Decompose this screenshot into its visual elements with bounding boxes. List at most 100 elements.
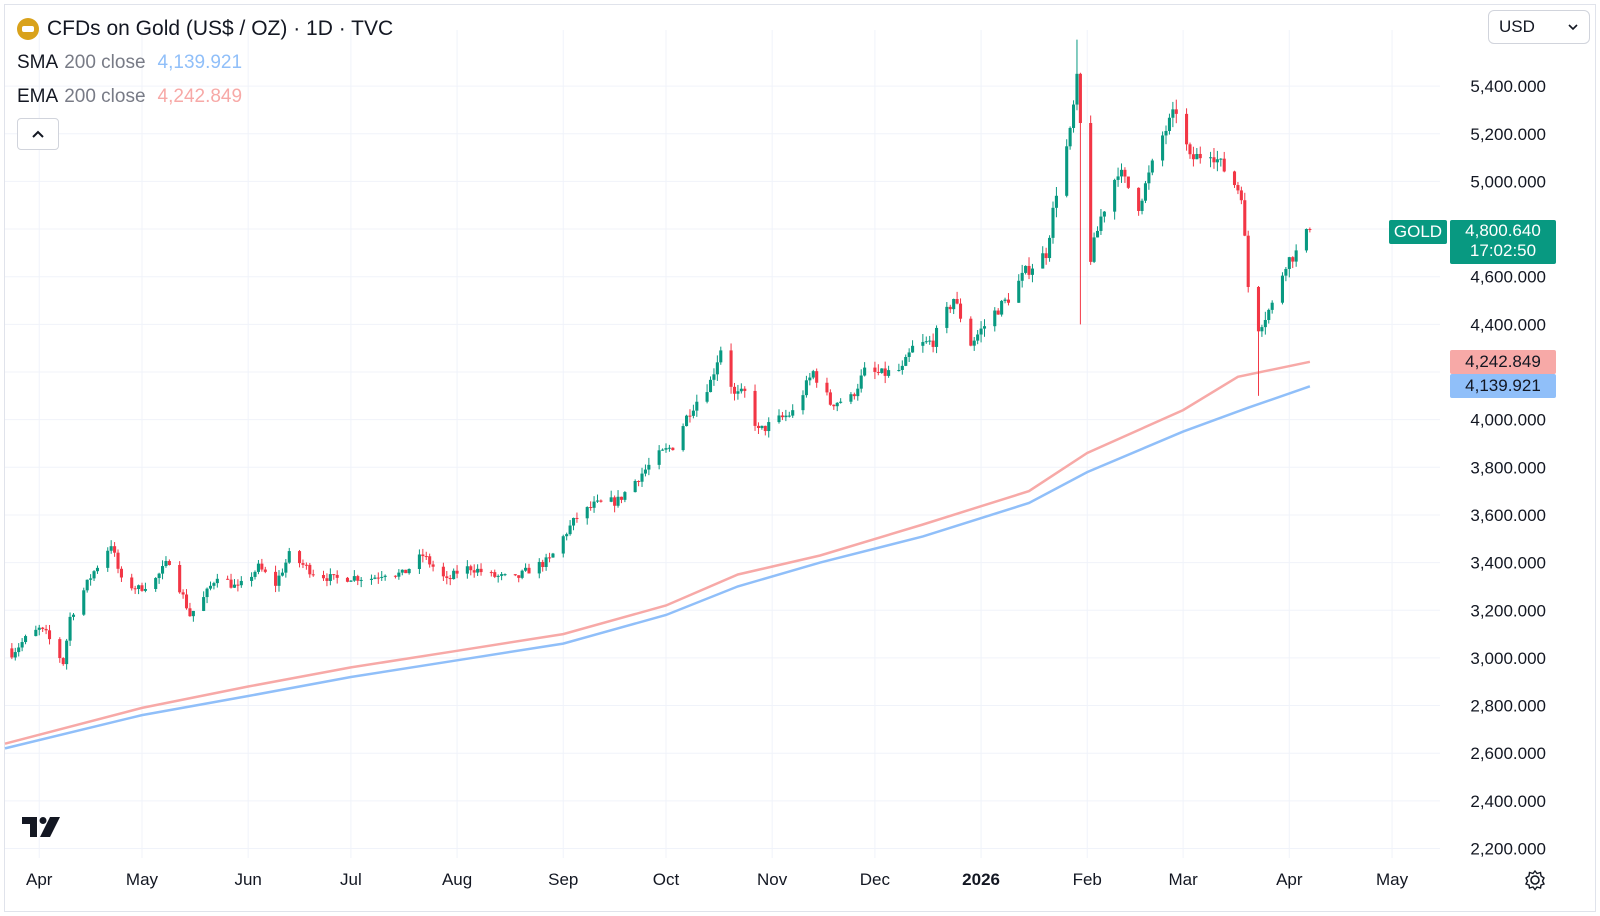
candle-body — [1219, 158, 1223, 160]
time-tick-label: Aug — [442, 870, 472, 889]
candle-body — [1140, 200, 1144, 211]
candle-body — [503, 574, 507, 576]
sma-value: 4,139.921 — [157, 52, 243, 73]
gold-coin-icon — [17, 18, 39, 40]
candle-body — [1243, 200, 1247, 236]
time-tick-label: Dec — [860, 870, 891, 889]
candle-body — [637, 481, 641, 483]
price-tick-label: 2,600.000 — [1470, 744, 1546, 763]
candle-body — [808, 377, 812, 381]
candle-body — [24, 636, 28, 643]
candles — [10, 39, 1312, 670]
sma-line — [4, 385, 1311, 750]
collapse-legend-button[interactable] — [17, 118, 59, 150]
candle-body — [955, 299, 959, 304]
candle-body — [1065, 146, 1069, 196]
candle-body — [393, 575, 397, 577]
candle-body — [825, 382, 829, 393]
candle-body — [791, 410, 795, 416]
candle-body — [95, 567, 100, 572]
candle-body — [191, 610, 195, 617]
candle-body — [496, 575, 500, 577]
candle-body — [640, 473, 644, 482]
candle-body — [68, 616, 72, 641]
candle-body — [113, 546, 117, 553]
candle-body — [1308, 228, 1312, 230]
candle-body — [445, 576, 449, 579]
price-tick-label: 3,200.000 — [1470, 601, 1546, 620]
candle-body — [297, 551, 302, 564]
candle-body — [599, 500, 603, 502]
candle-body — [250, 576, 254, 581]
candle-body — [1116, 176, 1120, 180]
time-tick-label: Nov — [757, 870, 788, 889]
sma-price-label: 4,139.921 — [1450, 374, 1556, 399]
price-axis[interactable]: 2,200.000 2,400.000 2,600.000 2,800.000 3,00… — [1470, 77, 1546, 858]
candle-body — [1051, 207, 1055, 238]
candle-body — [157, 573, 161, 579]
candle-body — [887, 370, 891, 376]
candle-body — [328, 574, 332, 581]
candle-body — [431, 564, 435, 567]
sma-legend-row[interactable]: SMA 200 close 4,139.921 — [17, 46, 393, 80]
candle-body — [253, 571, 257, 577]
candle-body — [65, 640, 69, 665]
candle-body — [232, 584, 237, 588]
candle-body — [876, 371, 880, 373]
time-tick-label: Feb — [1073, 870, 1102, 889]
candle-body — [424, 556, 428, 558]
candle-body — [441, 566, 445, 577]
candle-body — [1294, 250, 1298, 262]
ema-value: 4,242.849 — [157, 86, 243, 107]
symbol-title-row[interactable]: CFDs on Gold (US$ / OZ) · 1D · TVC — [17, 12, 393, 46]
candle-body — [137, 585, 141, 589]
candle-body — [657, 450, 661, 465]
candle-body — [852, 394, 856, 397]
candle-body — [1000, 300, 1004, 315]
candle-body — [133, 588, 137, 590]
candle-body — [1099, 216, 1103, 231]
candle-body — [1287, 257, 1291, 269]
tradingview-logo-icon[interactable] — [20, 815, 66, 844]
candle-body — [835, 402, 839, 407]
candle-body — [417, 554, 421, 569]
candle-body — [619, 496, 624, 500]
candle-body — [1072, 104, 1076, 128]
candle-body — [1003, 299, 1007, 301]
candle-body — [143, 588, 147, 591]
candle-body — [1113, 179, 1117, 212]
candle-body — [208, 585, 213, 589]
candle-body — [184, 594, 189, 609]
candle-body — [585, 507, 589, 519]
candle-body — [89, 578, 93, 580]
candle-body — [304, 564, 308, 566]
candle-body — [736, 391, 740, 394]
candle-body — [780, 415, 784, 418]
candle-body — [972, 340, 976, 346]
candle-body — [287, 551, 291, 563]
candle-body — [787, 415, 791, 417]
candle-body — [1089, 123, 1093, 262]
candle-body — [996, 310, 1000, 315]
candle-body — [575, 517, 579, 519]
candle-body — [260, 563, 264, 570]
candle-body — [61, 658, 65, 665]
ema-legend-row[interactable]: EMA 200 close 4,242.849 — [17, 80, 393, 114]
candle-body — [801, 395, 805, 411]
candle-body — [455, 570, 459, 574]
symbol-price-tag: GOLD — [1389, 220, 1447, 244]
candle-body — [565, 534, 569, 537]
candle-body — [832, 404, 836, 407]
candle-body — [1212, 157, 1216, 163]
candle-body — [335, 574, 339, 578]
currency-select[interactable]: USD — [1488, 10, 1590, 44]
symbol-title: CFDs on Gold (US$ / OZ) · 1D · TVC — [47, 17, 394, 40]
candle-body — [671, 447, 675, 451]
candle-body — [205, 588, 209, 598]
candle-body — [1143, 183, 1148, 201]
time-axis[interactable]: Apr May Jun Jul Aug Sep Oct Nov Dec 2026 Feb Mar Apr… — [26, 870, 1409, 889]
candle-body — [609, 497, 613, 502]
candle-body — [616, 496, 620, 506]
gear-icon[interactable] — [1524, 869, 1546, 896]
candle-body — [1236, 185, 1240, 191]
